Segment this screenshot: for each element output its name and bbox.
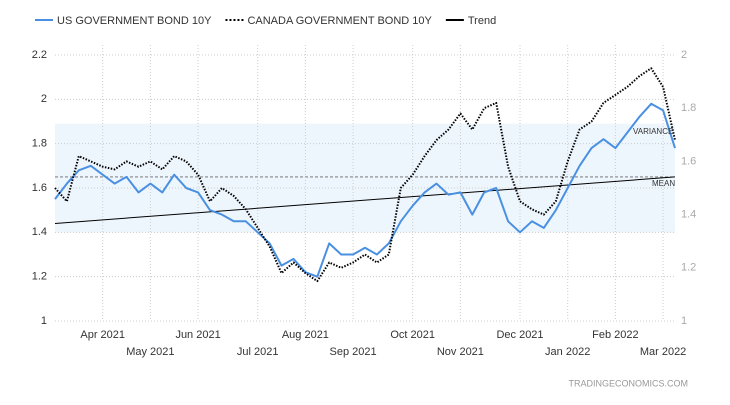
y2-tick-label: 2: [681, 49, 687, 61]
x-tick-label: Jan 2022: [545, 346, 590, 358]
x-tick-label: Sep 2021: [330, 346, 377, 358]
y2-tick-label: 1.4: [681, 209, 696, 221]
y-tick-label: 2: [41, 93, 47, 105]
plot-edge-mask: [676, 120, 680, 140]
y2-tick-label: 1.6: [681, 155, 696, 167]
x-tick-label: Mar 2022: [640, 346, 686, 358]
x-tick-label: Jul 2021: [237, 346, 279, 358]
x-tick-label: Feb 2022: [592, 329, 638, 341]
y-tick-label: 1.2: [32, 271, 47, 283]
variance-band: [55, 123, 675, 233]
legend-label: Trend: [468, 15, 496, 27]
x-tick-label: Aug 2021: [282, 329, 329, 341]
y2-tick-label: 1.2: [681, 262, 696, 274]
legend-label: CANADA GOVERNMENT BOND 10Y: [247, 15, 432, 27]
y-tick-label: 1.4: [32, 226, 47, 238]
y-tick-label: 2.2: [32, 49, 47, 61]
x-tick-label: May 2021: [126, 346, 174, 358]
source: TRADINGECONOMICS.COM: [568, 378, 688, 388]
y2-tick-label: 1: [681, 315, 687, 327]
legend-label: US GOVERNMENT BOND 10Y: [57, 15, 212, 27]
x-tick-label: Nov 2021: [437, 346, 484, 358]
y-tick-label: 1.6: [32, 182, 47, 194]
x-tick-label: Oct 2021: [390, 329, 435, 341]
trend-line: [54, 176, 676, 224]
y-tick-label: 1: [41, 315, 47, 327]
series-line: [54, 102, 676, 278]
mean-label: MEAN: [652, 179, 675, 188]
y-tick-label: 1.8: [32, 138, 47, 150]
y2-tick-label: 1.8: [681, 102, 696, 114]
variance-label: VARIANCE: [633, 127, 673, 136]
x-tick-label: Dec 2021: [496, 329, 543, 341]
x-tick-label: Jun 2021: [175, 329, 220, 341]
x-tick-label: Apr 2021: [80, 329, 125, 341]
